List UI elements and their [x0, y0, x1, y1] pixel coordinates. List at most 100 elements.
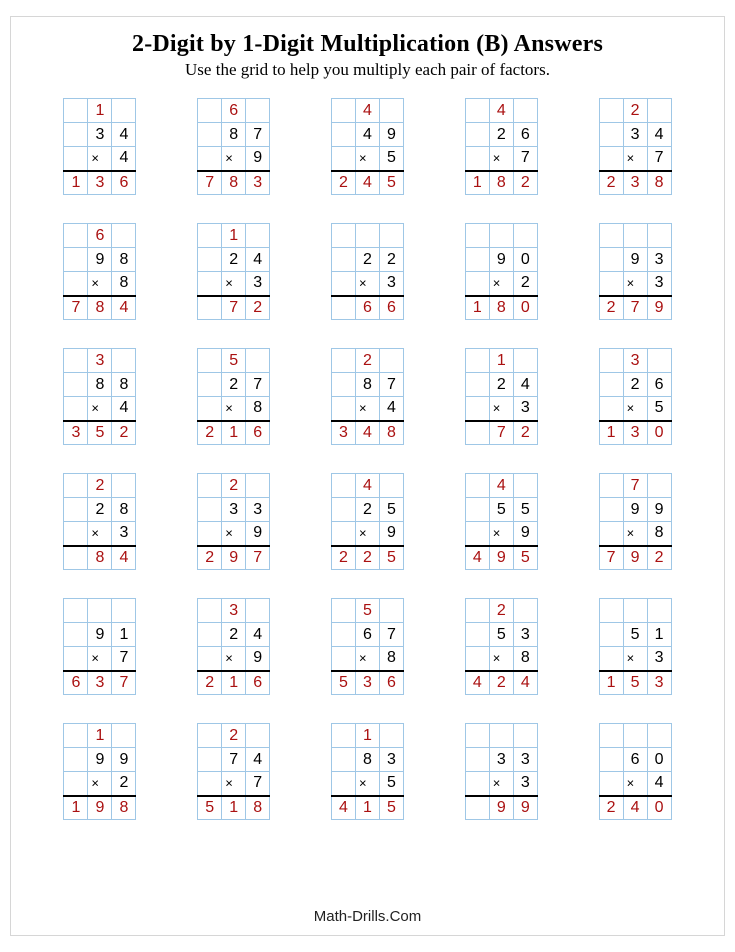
multiplicand-digit: 4: [112, 123, 136, 147]
multiplier-digit: [465, 647, 489, 671]
product-digit: 9: [88, 796, 112, 820]
carry-digit: [246, 599, 270, 623]
multiplicand-digit: 5: [379, 498, 403, 522]
carry-digit: [112, 474, 136, 498]
product-digit: 1: [355, 796, 379, 820]
problem-grid-table: 1344136: [63, 98, 136, 195]
multiplicand-digit: 1: [647, 623, 671, 647]
multiplicand-digit: [198, 748, 222, 772]
product-digit: 4: [355, 171, 379, 195]
carry-digit: [465, 224, 489, 248]
problem-grid-table: 513153: [599, 598, 672, 695]
product-digit: 9: [489, 546, 513, 570]
problem-grid-table: 5678536: [331, 598, 404, 695]
worksheet-page: 2-Digit by 1-Digit Multiplication (B) An…: [10, 16, 725, 936]
problem-grid-table: 2538424: [465, 598, 538, 695]
carry-digit: [331, 474, 355, 498]
multiplicand-digit: 0: [647, 748, 671, 772]
product-digit: 4: [355, 421, 379, 445]
multiplicand-digit: [331, 248, 355, 272]
carry-digit: [112, 99, 136, 123]
carry-digit: [379, 599, 403, 623]
product-digit: 5: [623, 671, 647, 695]
carry-digit: [64, 224, 88, 248]
multiply-sign: [355, 647, 379, 671]
multiplicand-digit: 3: [88, 123, 112, 147]
multiplicand-digit: 2: [355, 248, 379, 272]
carry-digit: [331, 224, 355, 248]
multiplier-digit: 4: [112, 147, 136, 171]
multiplicand-digit: [331, 373, 355, 397]
multiplicand-digit: 9: [623, 498, 647, 522]
multiplicand-digit: 9: [112, 748, 136, 772]
carry-digit: [489, 724, 513, 748]
carry-digit: [465, 99, 489, 123]
product-digit: 6: [379, 296, 403, 320]
carry-digit: [331, 99, 355, 123]
product-digit: 1: [465, 296, 489, 320]
multiplier-digit: [465, 522, 489, 546]
multiplicand-digit: 5: [489, 623, 513, 647]
multiplication-problem: 4495245: [323, 98, 413, 195]
carry-digit: 1: [222, 224, 246, 248]
carry-digit: [112, 599, 136, 623]
multiplication-problem: 513153: [590, 598, 680, 695]
carry-digit: [198, 99, 222, 123]
multiplicand-digit: 7: [222, 748, 246, 772]
multiply-sign: [489, 147, 513, 171]
product-digit: 4: [513, 671, 537, 695]
product-digit: 7: [246, 546, 270, 570]
product-digit: 2: [599, 171, 623, 195]
product-digit: 8: [246, 796, 270, 820]
multiplicand-digit: [465, 748, 489, 772]
carry-digit: [198, 224, 222, 248]
multiplier-digit: [331, 147, 355, 171]
multiplier-digit: 7: [513, 147, 537, 171]
product-digit: 8: [489, 296, 513, 320]
multiplier-digit: [599, 522, 623, 546]
multiplicand-digit: 9: [379, 123, 403, 147]
multiply-sign: [355, 147, 379, 171]
multiplier-digit: 7: [246, 772, 270, 796]
carry-digit: [599, 724, 623, 748]
product-digit: 6: [246, 671, 270, 695]
multiplicand-digit: 3: [513, 748, 537, 772]
multiplier-digit: [331, 522, 355, 546]
multiplier-digit: [331, 772, 355, 796]
multiplicand-digit: [465, 123, 489, 147]
multiplicand-digit: [331, 748, 355, 772]
problem-grid-table: 5278216: [197, 348, 270, 445]
problem-grid-table: 604240: [599, 723, 672, 820]
multiply-sign: [222, 397, 246, 421]
problem-grid-table: 6988784: [63, 223, 136, 320]
multiplicand-digit: [465, 623, 489, 647]
multiplier-digit: 5: [647, 397, 671, 421]
multiplicand-digit: 6: [647, 373, 671, 397]
multiplicand-digit: 2: [222, 623, 246, 647]
multiplicand-digit: 7: [246, 123, 270, 147]
carry-digit: [198, 724, 222, 748]
problem-grid-table: 4559495: [465, 473, 538, 570]
carry-digit: [198, 349, 222, 373]
multiplicand-digit: [599, 248, 623, 272]
multiplier-digit: 7: [647, 147, 671, 171]
multiplication-problem: 4559495: [456, 473, 546, 570]
product-digit: 2: [599, 796, 623, 820]
multiplicand-digit: [331, 498, 355, 522]
multiplier-digit: [64, 147, 88, 171]
multiplicand-digit: [64, 623, 88, 647]
product-digit: 5: [331, 671, 355, 695]
multiplication-problem: 3249216: [189, 598, 279, 695]
multiplicand-digit: [465, 373, 489, 397]
multiplication-problem: 2347238: [590, 98, 680, 195]
product-digit: 2: [355, 546, 379, 570]
multiplicand-digit: 8: [112, 373, 136, 397]
multiplicand-digit: [198, 123, 222, 147]
multiplier-digit: [198, 772, 222, 796]
carry-digit: [465, 599, 489, 623]
product-digit: 6: [379, 671, 403, 695]
product-digit: [465, 421, 489, 445]
multiplication-problem: 2747518: [189, 723, 279, 820]
multiply-sign: [88, 772, 112, 796]
multiplication-problem: 5678536: [323, 598, 413, 695]
